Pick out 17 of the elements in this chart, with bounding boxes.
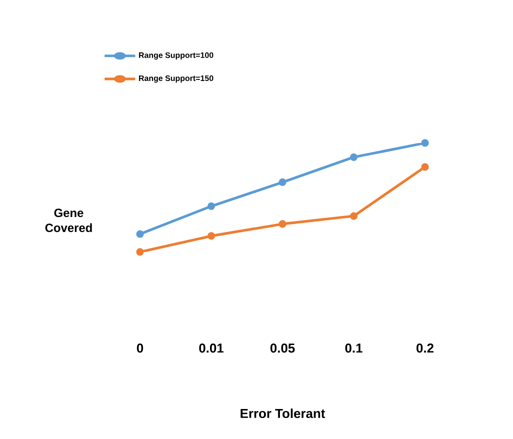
x-axis-title: Error Tolerant <box>240 408 326 418</box>
point <box>421 139 429 147</box>
point <box>278 220 286 228</box>
x-tick-label: 0.1 <box>345 344 362 353</box>
y-axis-title: Gene Covered <box>45 208 92 232</box>
x-tick-label: 0.2 <box>416 344 434 353</box>
point <box>207 232 216 240</box>
x-tick-label: 0.05 <box>270 344 295 353</box>
point <box>136 230 144 238</box>
x-tick-label: 0 <box>136 344 144 353</box>
point <box>278 178 286 186</box>
x-tick-label: 0.01 <box>199 344 224 353</box>
point <box>207 202 216 210</box>
point <box>421 163 429 171</box>
point <box>350 153 358 161</box>
point <box>136 248 144 256</box>
point <box>350 212 358 220</box>
